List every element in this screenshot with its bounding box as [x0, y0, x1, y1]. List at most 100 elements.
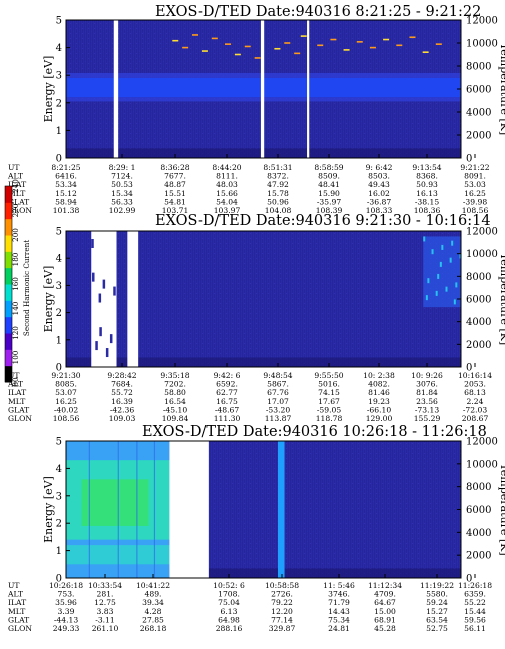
data-gap [307, 20, 310, 158]
enhancement-patch [459, 253, 461, 259]
ephemeris-value: 19.23 [368, 397, 390, 406]
spectrogram-panel-3: EXOS-D/TED Date:940316 10:26:18 - 11:26:… [7, 424, 505, 633]
temperature-tick-label: 10000 [466, 249, 498, 260]
enhancement-patch [423, 236, 426, 242]
ephemeris-value: -48.67 [215, 405, 239, 414]
temperature-tick-label: 10000 [466, 39, 498, 50]
ephemeris-value: 3746. [328, 590, 350, 599]
ephemeris-value: 9:42: 6 [214, 371, 241, 380]
temperature-marker [192, 34, 199, 36]
ephemeris-value: 281. [97, 590, 114, 599]
ephemeris-value: 39.34 [142, 598, 164, 607]
ephemeris-value: 10:16:14 [458, 371, 492, 380]
energy-tick-label: 3 [56, 491, 62, 502]
ephemeris-value: 47.92 [267, 180, 289, 189]
enhancement-patch [439, 261, 442, 267]
blob [91, 239, 94, 248]
colorbar-segment [5, 267, 12, 285]
ephemeris-value: 53.07 [55, 388, 77, 397]
temperature-marker [383, 38, 390, 41]
enhancement-patch [441, 244, 444, 250]
temperature-marker [330, 38, 337, 41]
ephemeris-value: 268.18 [140, 624, 167, 633]
enhancement-patch [427, 278, 430, 284]
ephemeris-value: 261.10 [92, 624, 119, 633]
ephemeris-value: 56.33 [111, 197, 133, 206]
temperature-marker [284, 42, 291, 44]
ephemeris-value: 6592. [216, 380, 238, 389]
ephemeris-value: -3.11 [95, 615, 114, 624]
temperature-tick-label: 0 [466, 574, 472, 585]
ephemeris-value: 63.54 [426, 615, 448, 624]
ephemeris-value: 3076. [416, 380, 438, 389]
ephemeris-value: 8509. [318, 172, 340, 181]
ephemeris-value: 11:26:18 [458, 581, 492, 590]
colorbar-segment [5, 316, 12, 334]
ephemeris-value: 103.97 [214, 206, 241, 215]
energy-axis-label: Energy [eV] [42, 56, 55, 123]
ephemeris-value: 118.78 [316, 414, 343, 423]
ephemeris-value: 3.39 [58, 607, 75, 616]
ephemeris-value: 15.66 [216, 189, 238, 198]
ephemeris-value: 10: 2:38 [363, 371, 395, 380]
ephemeris-value: -72.03 [463, 405, 487, 414]
ephemeris-value: 10:52: 6 [213, 581, 245, 590]
enhancement-patch [449, 257, 452, 263]
ephemeris-value: 59.56 [464, 615, 486, 624]
data-gap [169, 441, 209, 578]
ephemeris-value: -73.13 [415, 405, 439, 414]
energy-axis-label: Energy [eV] [42, 266, 55, 333]
enhancement-patch [437, 273, 440, 279]
colorbar-tick-label: 120 [11, 326, 20, 340]
ephemeris-value: 81.46 [368, 388, 390, 397]
colorbar-segment [5, 186, 12, 203]
ephemeris-value: 8372. [267, 172, 289, 181]
ephemeris-value: -38.15 [415, 197, 439, 206]
ephemeris-value: 52.75 [426, 624, 448, 633]
temperature-marker [224, 43, 231, 45]
enhancement-patch [453, 299, 456, 305]
temperature-marker [244, 45, 251, 48]
ephemeris-value: 5867. [267, 380, 289, 389]
ephemeris-value: 15.90 [318, 189, 340, 198]
ephemeris-row-label: ILAT [8, 598, 26, 607]
ephemeris-value: 14.43 [328, 607, 350, 616]
ephemeris-value: 16.54 [164, 397, 186, 406]
ephemeris-value: 15.27 [426, 607, 448, 616]
ephemeris-value: 102.99 [109, 206, 136, 215]
ephemeris-value: 27.85 [142, 615, 164, 624]
colorbar: 240 220 200 180 160 140 120 100 80 Second Harmoni… [4, 179, 31, 387]
panel-title: EXOS-D/TED Date:940316 8:21:25 - 9:21:22 [155, 4, 481, 20]
ephemeris-value: 7124. [111, 172, 133, 181]
ephemeris-value: 8:58:59 [314, 163, 343, 172]
temperature-tick-label: 0 [466, 363, 472, 374]
ephemeris-row-label: ILAT [8, 180, 26, 189]
temperature-marker [201, 50, 208, 52]
ephemeris-value: 54.04 [216, 197, 238, 206]
ephemeris-value: 55.22 [464, 598, 486, 607]
ephemeris-value: 7684. [111, 380, 133, 389]
ephemeris-value: 11: 5:46 [323, 581, 355, 590]
ephemeris-value: 48.03 [216, 180, 238, 189]
ephemeris-row-label: GLAT [8, 405, 29, 414]
ephemeris-value: 113.87 [265, 414, 292, 423]
ephemeris-value: 9:21:30 [51, 371, 80, 380]
temperature-tick-label: 6000 [466, 295, 491, 306]
ephemeris-table: UTALTILATMLTGLATGLON9:21:308085.53.0716.… [7, 371, 492, 423]
temperature-marker [356, 41, 363, 43]
ephemeris-value: 8503. [368, 172, 390, 181]
ephemeris-value: 53.03 [464, 180, 486, 189]
energy-tick-label: 5 [56, 16, 62, 27]
ephemeris-value: 8:44:20 [212, 163, 241, 172]
temperature-tick-label: 10000 [466, 459, 498, 470]
ephemeris-value: 108.56 [53, 414, 80, 423]
ephemeris-value: 4082. [368, 380, 390, 389]
energy-tick-label: 4 [56, 254, 62, 265]
ephemeris-value: 16.75 [216, 397, 238, 406]
colorbar-tick-label: 160 [11, 277, 20, 291]
energy-tick-label: 2 [56, 519, 62, 530]
ephemeris-value: 208.67 [462, 414, 489, 423]
temperature-marker [234, 53, 241, 56]
ephemeris-value: 15.12 [55, 189, 77, 198]
